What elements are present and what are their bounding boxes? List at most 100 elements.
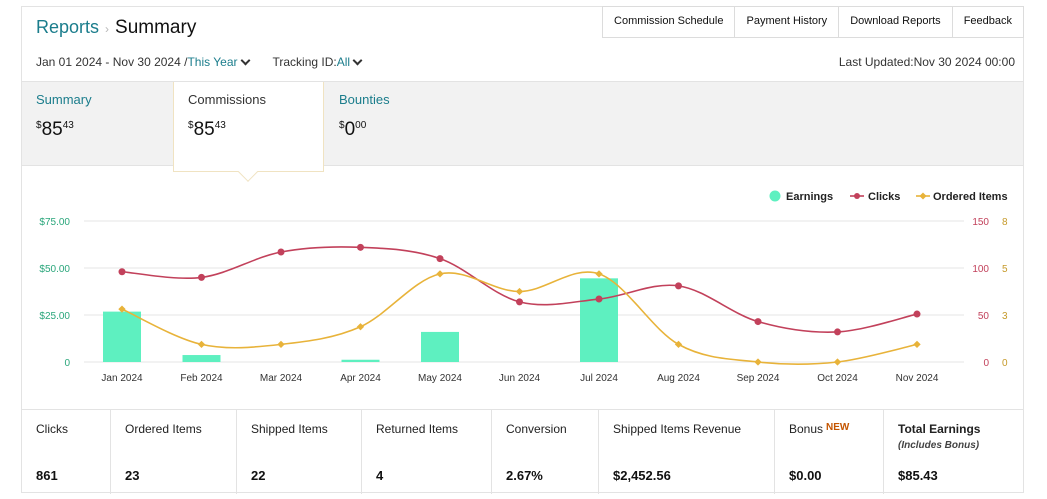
legend-earnings-marker <box>769 190 781 202</box>
right-axis-items-tick-label: 3 <box>1002 311 1008 322</box>
period-chevron-down-icon[interactable] <box>240 55 250 65</box>
stat-label: Conversion <box>506 422 567 436</box>
stat-ordered-items: Ordered Items 23 <box>111 410 237 494</box>
stat-conversion: Conversion 2.67% <box>492 410 599 494</box>
x-axis-tick-label: Nov 2024 <box>896 373 939 384</box>
ordered-items-point <box>913 340 921 349</box>
active-tab-pointer <box>238 162 258 182</box>
stat-value: 4 <box>376 468 384 483</box>
left-axis-tick-label: $75.00 <box>39 217 70 228</box>
right-axis-clicks-tick-label: 100 <box>972 264 989 275</box>
clicks-point <box>754 318 762 326</box>
clicks-point <box>118 268 126 276</box>
stat-label: Shipped Items <box>251 422 328 436</box>
legend-ordered-items-marker <box>919 192 927 200</box>
stat-value: 2.67% <box>506 468 543 483</box>
clicks-point <box>834 328 841 336</box>
currency-symbol: $ <box>36 120 42 131</box>
x-axis-tick-label: Mar 2024 <box>260 373 303 384</box>
stat-value: 23 <box>125 468 140 483</box>
stat-label: Total Earnings <box>898 422 981 436</box>
tracking-chevron-down-icon[interactable] <box>352 55 363 65</box>
tab-commissions-amount: $85 43 <box>188 119 323 141</box>
ordered-items-point <box>197 340 206 349</box>
bonus-label: Bonus <box>789 422 824 436</box>
ordered-items-point <box>118 305 126 313</box>
clicks-point <box>277 248 285 256</box>
tab-bounties[interactable]: Bounties $0 00 <box>325 82 475 167</box>
stat-bonus: Bonus NEW $0.00 <box>775 410 884 494</box>
feedback-link[interactable]: Feedback <box>952 7 1023 37</box>
tab-commissions[interactable]: Commissions $85 43 <box>173 82 324 182</box>
stat-label: Ordered Items <box>125 422 202 436</box>
commission-schedule-link[interactable]: Commission Schedule <box>603 7 736 37</box>
tab-summary-amount: $85 43 <box>36 119 172 141</box>
breadcrumb-reports-link[interactable]: Reports <box>36 17 100 37</box>
legend-clicks-label: Clicks <box>868 191 900 203</box>
right-axis-clicks-tick-label: 150 <box>972 217 989 228</box>
ordered-items-point <box>515 287 524 296</box>
last-updated: Last Updated:Nov 30 2024 00:00 <box>838 55 1015 69</box>
clicks-point <box>357 243 364 251</box>
earnings-tabs: Summary $85 43 Commissions $85 43 Bounties… <box>22 81 1023 182</box>
stat-returned-items: Returned Items 4 <box>362 410 492 494</box>
stat-value: $85.43 <box>898 468 938 483</box>
currency-symbol: $ <box>188 120 194 131</box>
right-axis-clicks-tick-label: 50 <box>978 311 990 322</box>
x-axis-tick-label: Jun 2024 <box>499 373 541 384</box>
amount-whole: 85 <box>193 119 215 140</box>
right-axis-items-tick-label: 5 <box>1002 264 1008 275</box>
ordered-items-point <box>833 358 842 366</box>
stat-value: 861 <box>36 468 58 483</box>
download-reports-link[interactable]: Download Reports <box>839 7 953 37</box>
breadcrumb: Reports › Summary <box>36 17 196 41</box>
stat-label: Bonus NEW <box>789 422 883 436</box>
amount-cents: 00 <box>355 120 367 131</box>
stat-shipped-items-revenue: Shipped Items Revenue $2,452.56 <box>599 410 775 494</box>
tab-bounties-label: Bounties <box>339 92 390 107</box>
stat-label: Shipped Items Revenue <box>613 422 742 436</box>
payment-history-link[interactable]: Payment History <box>735 7 840 37</box>
stat-value: $2,452.56 <box>613 468 671 483</box>
stat-value: 22 <box>251 468 266 483</box>
stat-total-earnings: Total Earnings (Includes Bonus) $85.43 <box>884 410 1023 494</box>
clicks-point <box>595 295 603 303</box>
period-dropdown[interactable]: This Year <box>187 55 238 69</box>
breadcrumb-separator-icon: › <box>105 22 110 36</box>
ordered-items-point <box>674 340 683 349</box>
x-axis-tick-label: Jul 2024 <box>580 373 618 384</box>
right-axis-clicks-tick-label: 0 <box>983 358 989 369</box>
stat-value: $0.00 <box>789 468 822 483</box>
date-range-text: Jan 01 2024 - Nov 30 2024 / <box>36 55 188 69</box>
clicks-point <box>675 282 682 290</box>
earnings-bar <box>421 331 459 362</box>
tab-summary-label: Summary <box>36 92 92 107</box>
left-axis-tick-label: $50.00 <box>39 264 70 275</box>
legend-earnings-label: Earnings <box>786 191 833 203</box>
earnings-bar <box>103 311 141 362</box>
x-axis-tick-label: May 2024 <box>418 373 462 384</box>
earnings-chart: $75.00 $50.00 $25.00 0 150 100 50 0 8 5 3 0 Jan 2024… <box>39 190 1008 384</box>
x-axis-tick-label: Oct 2024 <box>817 373 858 384</box>
new-badge: NEW <box>826 422 850 433</box>
clicks-point <box>516 298 523 306</box>
tab-summary[interactable]: Summary $85 43 <box>22 82 172 167</box>
amount-cents: 43 <box>62 120 74 131</box>
filter-bar: Jan 01 2024 - Nov 30 2024 / This Year Tr… <box>36 55 365 69</box>
ordered-items-point <box>277 340 285 349</box>
amount-whole: 0 <box>344 119 356 140</box>
left-axis-tick-label: $25.00 <box>39 311 70 322</box>
tab-bounties-amount: $0 00 <box>339 119 475 141</box>
right-axis-items-tick-label: 8 <box>1002 217 1008 228</box>
tracking-id-dropdown[interactable]: All <box>336 55 351 69</box>
ordered-items-point <box>436 270 444 278</box>
currency-symbol: $ <box>339 120 345 131</box>
ordered-items-point <box>356 323 365 331</box>
amount-cents: 43 <box>214 120 226 131</box>
clicks-point <box>198 273 205 281</box>
stat-clicks: Clicks 861 <box>22 410 111 494</box>
earnings-bar <box>341 359 380 362</box>
x-axis-tick-label: Jan 2024 <box>101 373 143 384</box>
x-axis-tick-label: Sep 2024 <box>737 373 780 384</box>
tab-commissions-label: Commissions <box>188 92 267 107</box>
